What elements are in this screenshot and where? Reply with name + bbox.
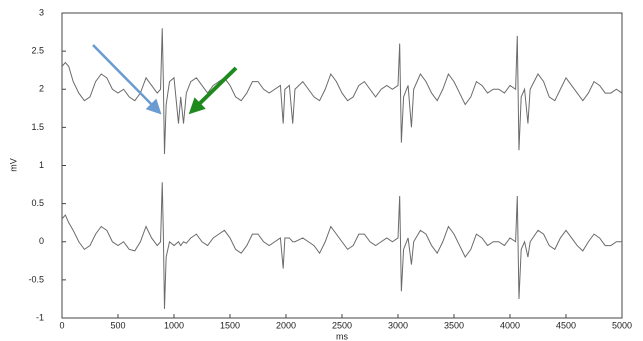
- y-tick-label: -0.5: [28, 274, 44, 284]
- y-tick-label: -1: [36, 312, 44, 322]
- signal-line: [61, 182, 622, 309]
- signal-line: [61, 28, 623, 155]
- x-tick-label: 2000: [276, 320, 296, 330]
- x-tick-label: 1000: [164, 320, 184, 330]
- x-axis-label: ms: [336, 331, 348, 341]
- x-tick-label: 4000: [500, 320, 520, 330]
- y-tick-label: 2: [39, 84, 44, 94]
- x-tick-label: 3500: [444, 320, 464, 330]
- y-tick-label: 3: [39, 7, 44, 17]
- x-tick-label: 4500: [556, 320, 576, 330]
- x-tick-label: 1500: [220, 320, 240, 330]
- green-arrow: [188, 66, 238, 115]
- blue-arrow: [92, 44, 162, 115]
- plot-frame: [61, 12, 623, 319]
- y-tick-label: 0: [39, 236, 44, 246]
- x-tick-label: 0: [59, 320, 64, 330]
- y-axis-label: mV: [8, 158, 18, 172]
- x-tick-label: 5000: [612, 320, 632, 330]
- x-tick-label: 3000: [388, 320, 408, 330]
- y-tick-label: 2.5: [31, 46, 44, 56]
- y-tick-label: 1.5: [31, 122, 44, 132]
- x-tick-label: 2500: [332, 320, 352, 330]
- y-tick-label: 1: [39, 160, 44, 170]
- x-tick-label: 500: [110, 320, 125, 330]
- y-tick-label: 0.5: [31, 198, 44, 208]
